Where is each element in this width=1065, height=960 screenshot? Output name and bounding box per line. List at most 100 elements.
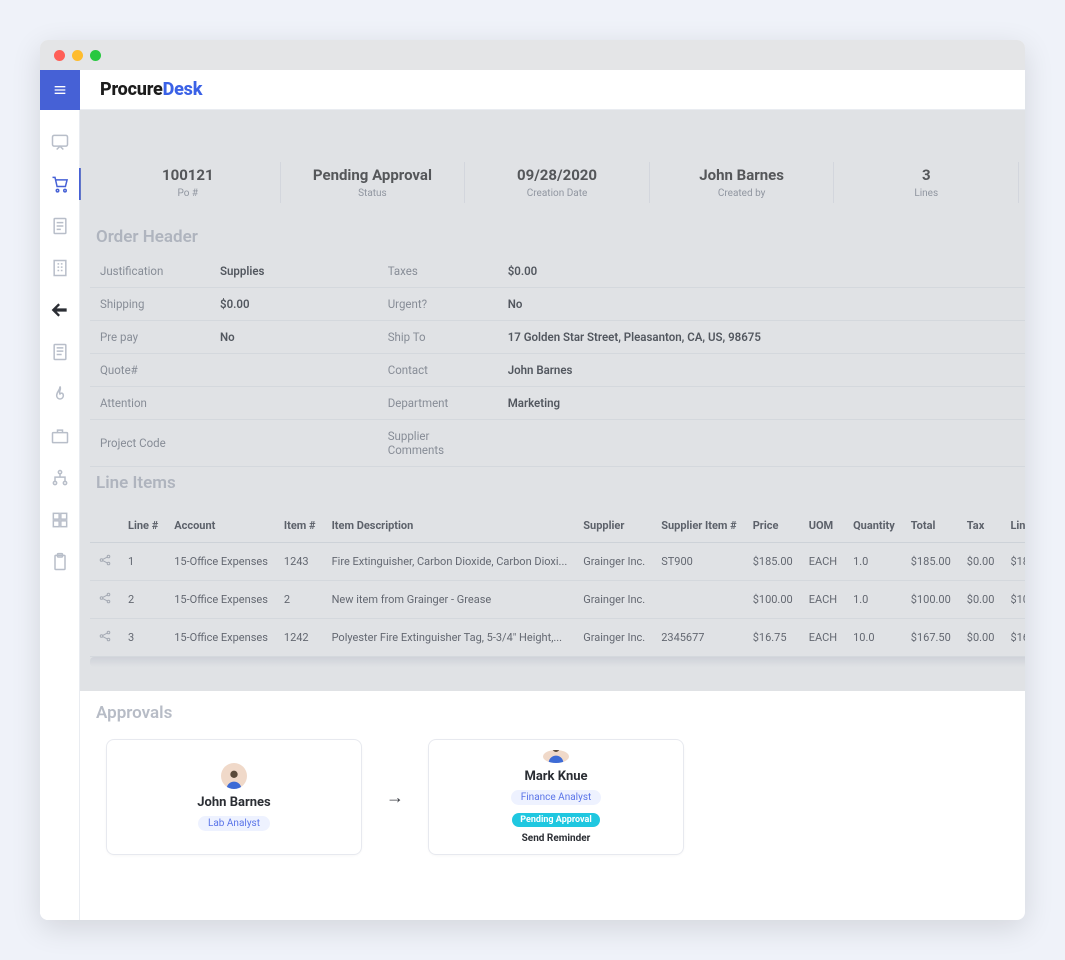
header-value: Marketing [498,387,1025,420]
header-key: Taxes [378,255,498,288]
header-key: Urgent? [378,288,498,321]
approval-status: Pending Approval [512,813,599,827]
column-header: Line total [1002,509,1025,543]
nav-fire-icon[interactable] [50,384,70,404]
order-header-title: Order Header [80,221,1025,255]
app-body: ProcureDesk John Barnes Actions 100121Po… [40,70,1025,920]
summary-cell: John Barnes Created by [650,162,835,203]
header-value: No [210,321,378,354]
table-cell: Polyester Fire Extinguisher Tag, 5-3/4" … [324,619,576,657]
scroll-indicator [90,657,1025,667]
table-row[interactable]: 115-Office Expenses1243Fire Extinguisher… [90,543,1025,581]
order-header-table: JustificationSuppliesTaxes$0.00Shipping$… [90,255,1025,467]
line-items-title: Line Items [80,467,1025,501]
nav-back-icon[interactable] [50,300,70,320]
approvals-title: Approvals [96,697,1025,731]
header-value: 17 Golden Star Street, Pleasanton, CA, U… [498,321,1025,354]
minimize-window-button[interactable] [72,50,83,61]
table-cell: $100.00 [1002,581,1025,619]
approver-name: John Barnes [197,795,270,810]
line-items-table: Line #AccountItem #Item DescriptionSuppl… [90,509,1025,657]
nav-briefcase-icon[interactable] [50,426,70,446]
table-cell: New item from Grainger - Grease [324,581,576,619]
table-cell: 1242 [276,619,324,657]
summary-cell: 100121 Po # [96,162,281,203]
maximize-window-button[interactable] [90,50,101,61]
actions-row: Actions [80,110,1025,158]
main-area: ProcureDesk John Barnes Actions 100121Po… [80,70,1025,920]
lines-scroll[interactable]: Line #AccountItem #Item DescriptionSuppl… [90,509,1025,657]
table-cell: 15-Office Expenses [166,581,276,619]
titlebar [40,40,1025,70]
column-header: Quantity [845,509,903,543]
header-value [210,420,378,467]
table-cell: ST900 [653,543,745,581]
table-cell: 3 [120,619,166,657]
approver-name: Mark Knue [524,769,587,784]
summary-label: Creation Date [465,188,649,199]
nav-grid-icon[interactable] [50,510,70,530]
sidebar [40,70,80,920]
nav-building-icon[interactable] [50,258,70,278]
table-row[interactable]: 315-Office Expenses1242Polyester Fire Ex… [90,619,1025,657]
summary-value: $452.50 [1019,166,1025,184]
summary-bar: 100121Po #Pending ApprovalStatus09/28/20… [80,158,1025,221]
table-cell: $185.00 [1002,543,1025,581]
nav-chat-icon[interactable] [50,132,70,152]
approval-flow: John BarnesLab Analyst→Mark KnueFinance … [96,731,1025,863]
header-value [210,354,378,387]
column-header: Item Description [324,509,576,543]
table-cell: 15-Office Expenses [166,543,276,581]
column-header: Total [903,509,959,543]
header-key: Shipping [90,288,210,321]
summary-label: Lines [834,188,1018,199]
summary-label: Po # [96,188,280,199]
nav-clipboard-icon[interactable] [50,552,70,572]
summary-value: 3 [834,166,1018,184]
header-value: John Barnes [498,354,1025,387]
share-icon[interactable] [98,633,112,646]
share-icon[interactable] [98,557,112,570]
arrow-icon: → [386,787,404,808]
header-key: Supplier Comments [378,420,498,467]
nav-org-icon[interactable] [50,468,70,488]
table-cell: 1 [120,543,166,581]
send-reminder-link[interactable]: Send Reminder [522,833,591,844]
share-icon[interactable] [98,595,112,608]
avatar [221,763,247,789]
header-value: Supplies [210,255,378,288]
header-key: Department [378,387,498,420]
column-header: Price [745,509,801,543]
brand-part2: Desk [163,79,203,100]
summary-label: Created by [650,188,834,199]
menu-toggle-button[interactable] [40,70,80,110]
table-cell: $167.50 [1002,619,1025,657]
table-cell: 2 [276,581,324,619]
summary-value: 100121 [96,166,280,184]
table-cell: EACH [801,581,845,619]
table-cell: 2 [120,581,166,619]
column-header: UOM [801,509,845,543]
close-window-button[interactable] [54,50,65,61]
nav-document-icon[interactable] [50,216,70,236]
nav-cart-icon[interactable] [50,174,70,194]
nav-notes-icon[interactable] [50,342,70,362]
column-header: Supplier [575,509,653,543]
header-key: Contact [378,354,498,387]
table-row[interactable]: 215-Office Expenses2New item from Graing… [90,581,1025,619]
column-header [90,509,120,543]
table-cell: 1.0 [845,543,903,581]
summary-value: Pending Approval [281,166,465,184]
summary-cell: 3 Lines [834,162,1019,203]
summary-value: 09/28/2020 [465,166,649,184]
column-header: Supplier Item # [653,509,745,543]
app-window: ProcureDesk John Barnes Actions 100121Po… [40,40,1025,920]
table-cell: Grainger Inc. [575,581,653,619]
table-cell: 1243 [276,543,324,581]
header-value [210,387,378,420]
table-cell: $0.00 [959,619,1003,657]
summary-value: John Barnes [650,166,834,184]
approvals-section: Approvals John BarnesLab Analyst→Mark Kn… [80,691,1025,887]
table-cell: EACH [801,543,845,581]
table-cell: $100.00 [745,581,801,619]
